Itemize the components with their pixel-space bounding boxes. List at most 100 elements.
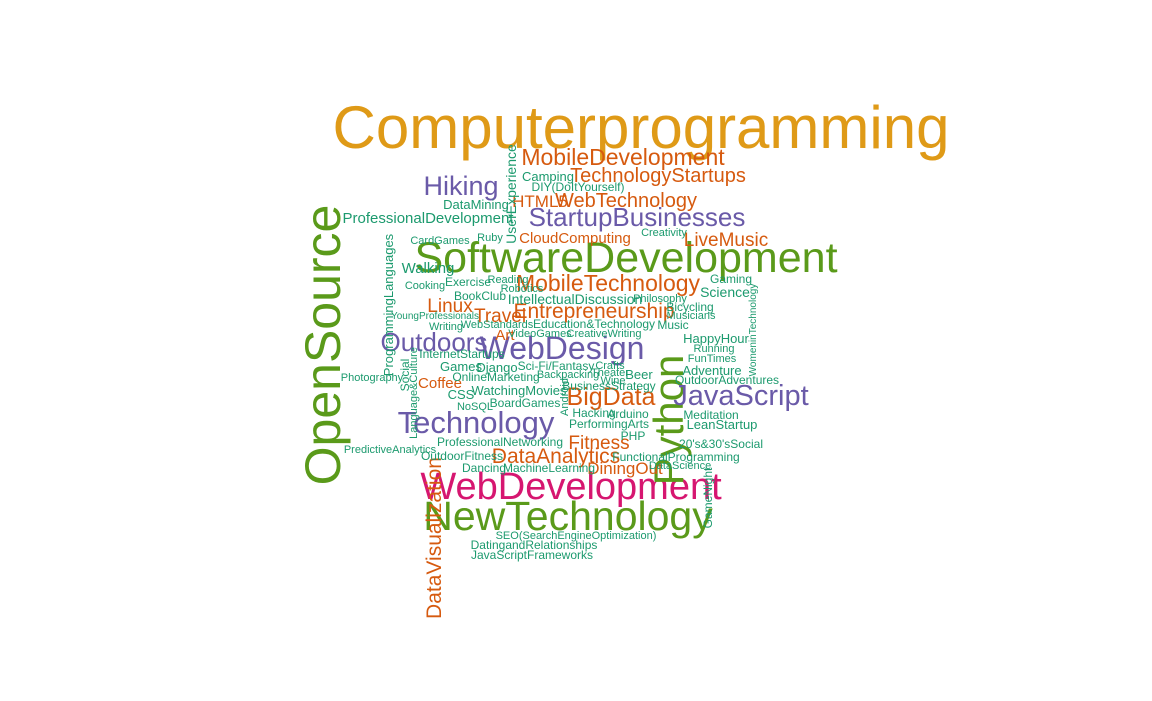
word-programminglanguages: ProgrammingLanguages	[381, 233, 396, 376]
word-nosql: NoSQL	[457, 401, 493, 413]
word-fitness: Fitness	[568, 433, 629, 454]
word-python: Python	[645, 355, 692, 486]
word-datavisualization: DataVisualization	[423, 457, 446, 619]
word-css: CSS	[448, 387, 475, 402]
word-leanstartup: LeanStartup	[687, 417, 758, 432]
word-boardgames: BoardGames	[490, 396, 561, 410]
word-outdooradventures: OutdoorAdventures	[675, 373, 779, 387]
word-cardgames: CardGames	[410, 235, 470, 247]
word-musicians: Musicians	[667, 310, 716, 322]
word-womenintechnology: WomeninTechnology	[748, 284, 759, 377]
word-science: Science	[700, 284, 750, 300]
word-performingarts: PerformingArts	[569, 417, 649, 431]
word-philosophy: Philosophy	[633, 293, 687, 305]
word-outdoorfitness: OutdoorFitness	[421, 449, 503, 463]
word-watchingmovies: WatchingMovies	[472, 383, 567, 398]
word-social: Social	[398, 359, 412, 392]
word-javascriptframeworks: JavaScriptFrameworks	[471, 548, 593, 562]
word-beer: Beer	[625, 367, 653, 382]
word-running: Running	[694, 343, 735, 355]
word-mobiletechnology: MobileTechnology	[516, 270, 701, 296]
word-outdoors: Outdoors	[381, 327, 488, 357]
word-seo-searchengineoptimization: SEO(SearchEngineOptimization)	[496, 530, 657, 542]
word-camping: Camping	[522, 169, 574, 184]
word-education-technology: Education&Technology	[533, 317, 655, 331]
word-creativity: Creativity	[641, 227, 687, 239]
word-wine: Wine	[600, 375, 625, 387]
word-javascript: JavaScript	[673, 380, 808, 412]
word-softwaredevelopment: SoftwareDevelopment	[414, 234, 837, 282]
word-professionalnetworking: ProfessionalNetworking	[437, 435, 563, 449]
word-gamenight: GameNight	[701, 467, 715, 528]
word-ruby: Ruby	[477, 232, 503, 244]
word-linux: Linux	[427, 296, 473, 317]
word-technologystartups: TechnologyStartups	[570, 165, 746, 187]
word-php: PHP	[621, 429, 646, 443]
word-backpacking: Backpacking	[537, 369, 599, 381]
word-writing: Writing	[429, 321, 463, 333]
word-internetstartups: InternetStartups	[419, 347, 504, 361]
word-gaming: Gaming	[710, 272, 752, 286]
word-20-s-30-ssocial: 20's&30'sSocial	[679, 437, 763, 451]
word-arduino: Arduino	[607, 407, 649, 421]
word-diningout: DiningOut	[587, 459, 663, 478]
word-mobiledevelopment: MobileDevelopment	[521, 144, 725, 170]
word-travel: Travel	[474, 306, 526, 327]
word-exercise: Exercise	[445, 275, 491, 289]
word-adventure: Adventure	[682, 363, 741, 378]
word-webdesign: WebDesign	[480, 330, 645, 366]
word-datingandrelationships: DatingandRelationships	[471, 538, 598, 552]
word-webtechnology: WebTechnology	[555, 190, 697, 212]
word-datamining: DataMining	[443, 197, 509, 212]
word-coffee: Coffee	[418, 375, 462, 392]
word-userexperience: UserExperience	[503, 144, 519, 244]
word-theater: Theater	[591, 367, 629, 379]
word-art: Art	[495, 327, 515, 344]
word-games: Games	[440, 359, 482, 374]
word-cloudcomputing: CloudComputing	[519, 230, 631, 247]
word-functionalprogramming: FunctionalProgramming	[612, 450, 739, 464]
word-cloud-words: Computerprogramming SoftwareDevelopment Op…	[295, 94, 949, 619]
word-meditation: Meditation	[683, 408, 738, 422]
word-sci-fi-fantasy: Sci-Fi/Fantasy	[518, 359, 595, 373]
word-creativewriting: CreativeWriting	[567, 328, 642, 340]
word-machinelearning: MachineLearning	[503, 461, 595, 475]
word-bicycling: Bicycling	[666, 300, 713, 314]
word-predictiveanalytics: PredictiveAnalytics	[344, 444, 437, 456]
word-startupbusinesses: StartupBusinesses	[529, 202, 746, 232]
word-photography: Photography	[341, 372, 404, 384]
word-videogames: VideoGames	[508, 328, 572, 340]
word-music: Music	[657, 318, 688, 332]
word-diy-doityourself: DIY(DoItYourself)	[532, 180, 625, 194]
word-bookclub: BookClub	[454, 289, 506, 303]
word-webstandards: WebStandards	[461, 319, 534, 331]
word-walking: Walking	[402, 260, 455, 277]
word-onlinemarketing: OnlineMarketing	[452, 370, 539, 384]
word-hiking: Hiking	[423, 171, 498, 201]
word-crafts: Crafts	[595, 360, 625, 372]
word-computerprogramming: Computerprogramming	[333, 94, 950, 161]
word-datascience: DataScience	[649, 460, 711, 472]
word-opensource: OpenSource	[295, 205, 351, 486]
word-android: Android	[559, 378, 571, 416]
word-bigdata: BigData	[567, 383, 656, 411]
word-dataanalytics: DataAnalytics	[492, 445, 620, 468]
word-language-culture: Language&Culture	[408, 347, 420, 439]
word-youngprofessionals: YoungProfessionals	[391, 311, 479, 322]
word-technology: Technology	[398, 405, 555, 440]
word-happyhour: HappyHour	[683, 331, 749, 346]
word-entrepreneurship: Entrepreneurship	[513, 300, 674, 323]
word-intellectualdiscussion: IntellectualDiscussion	[508, 291, 643, 307]
word-django: Django	[476, 360, 517, 375]
word-businessstrategy: BusinessStrategy	[562, 379, 655, 393]
word-webdevelopment: WebDevelopment	[420, 466, 722, 508]
word-newtechnology: NewTechnology	[423, 493, 713, 539]
word-html5: HTML5	[512, 192, 568, 211]
word-funtimes: FunTimes	[688, 353, 737, 365]
word-robotics: Robotics	[501, 283, 544, 295]
word-reading: Reading	[488, 274, 529, 286]
word-hacking: Hacking	[572, 406, 615, 420]
word-livemusic: LiveMusic	[684, 230, 768, 251]
word-professionaldevelopment: ProfessionalDevelopment	[343, 210, 515, 227]
